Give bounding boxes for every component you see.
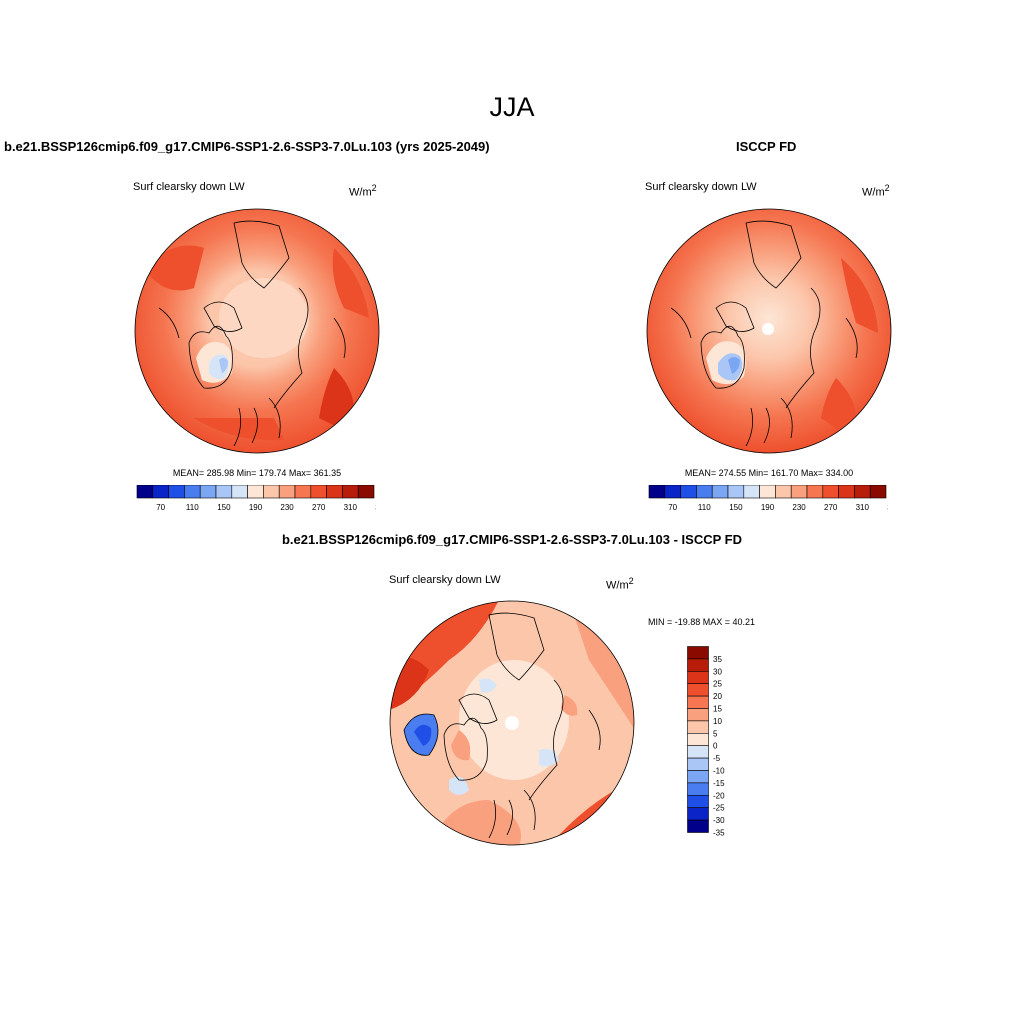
panel1-colorbar-box: [184, 485, 201, 499]
panel3-colorbar-box: [687, 720, 709, 734]
panel1-stats: MEAN= 285.98 Min= 179.74 Max= 361.35: [172, 468, 342, 478]
panel3-title: b.e21.BSSP126cmip6.f09_g17.CMIP6-SSP1-2.…: [281, 532, 742, 547]
panel3-colorbar-box: [687, 733, 709, 747]
panel3-colorbar-label: 20: [713, 692, 722, 701]
panel3-colorbar-box: [687, 683, 709, 697]
panel3-colorbar-label: 25: [713, 680, 722, 689]
panel3-colorbar-label: 5: [713, 729, 718, 738]
panel1-units: W/m2: [349, 183, 377, 199]
panel3-units: W/m2: [606, 576, 634, 592]
panel2-colorbar-label: 110: [698, 503, 711, 512]
panel2-variable-label: Surf clearsky down LW: [645, 181, 757, 193]
panel3-colorbar-box: [687, 646, 709, 660]
panel3-colorbar-box: [687, 795, 709, 809]
panel1-variable-label: Surf clearsky down LW: [133, 181, 245, 193]
panel2-colorbar: 70 110 150 190 230 270 310 350: [648, 485, 888, 512]
panel3-colorbar-label: -10: [713, 767, 725, 776]
panel2-colorbar-box: [838, 485, 855, 499]
panel3-colorbar-label: 35: [713, 655, 722, 664]
panel2-stats: MEAN= 274.55 Min= 161.70 Max= 334.00: [684, 468, 854, 478]
panel2-colorbar-label: 230: [792, 503, 806, 512]
panel2-colorbar-box: [790, 485, 808, 499]
panel1-colorbar-box: [215, 485, 233, 499]
panel3-colorbar: 35 30 25 20 15 10 5 0 -5 -10 -15 -20 -25 -30 -35: [687, 646, 725, 838]
panel2-colorbar-label: 350: [887, 503, 888, 512]
panel1-colorbar-box: [342, 485, 359, 499]
panel1-colorbar-label: 190: [249, 503, 263, 512]
panel3-colorbar-label: 10: [713, 717, 722, 726]
panel3-colorbar-label: 30: [713, 667, 722, 676]
panel3-colorbar-label: -15: [713, 779, 725, 788]
panel3-polar-map: [389, 600, 635, 846]
panel2-colorbar-box: [822, 485, 839, 499]
panel2-colorbar-box: [759, 485, 776, 499]
panel2-colorbar-box: [696, 485, 713, 499]
panel3-variable-label: Surf clearsky down LW: [389, 574, 501, 586]
panel3-colorbar-label: -5: [713, 754, 721, 763]
panel1-colorbar-box: [357, 485, 375, 499]
panel1-colorbar-label: 270: [312, 503, 326, 512]
panel3-colorbar-box: [687, 782, 709, 796]
panel1-polar-map: [134, 208, 380, 454]
panel2-colorbar-box: [869, 485, 887, 499]
panel3-colorbar-label: -20: [713, 791, 725, 800]
panel3-colorbar-box: [687, 745, 709, 759]
panel3-colorbar-box: [687, 695, 709, 709]
panel3-colorbar-box: [687, 807, 709, 821]
panel1-colorbar-box: [168, 485, 185, 499]
panel1-title: b.e21.BSSP126cmip6.f09_g17.CMIP6-SSP1-2.…: [4, 139, 490, 154]
panel1-colorbar-box: [199, 485, 217, 499]
panel3-colorbar-label: 0: [713, 742, 718, 751]
panel1-colorbar-box: [247, 485, 264, 499]
panel2-colorbar-box: [648, 485, 666, 499]
panel3-colorbar-box: [687, 757, 709, 771]
panel3-colorbar-box: [687, 708, 709, 722]
panel1-colorbar-label: 70: [156, 503, 165, 512]
panel1-colorbar-label: 230: [280, 503, 294, 512]
panel1-colorbar-label: 350: [375, 503, 376, 512]
panel1-colorbar-box: [278, 485, 296, 499]
panel1-colorbar-box: [294, 485, 312, 499]
panel2-colorbar-label: 70: [668, 503, 677, 512]
panel3-colorbar-label: 15: [713, 705, 722, 714]
panel1-colorbar-box: [326, 485, 343, 499]
panel2-colorbar-label: 270: [824, 503, 838, 512]
panel1-colorbar-box: [231, 485, 248, 499]
panel1-colorbar-label: 310: [344, 503, 358, 512]
panel2-colorbar-box: [711, 485, 729, 499]
panel2-colorbar-box: [775, 485, 792, 499]
panel2-polar-map: [646, 208, 892, 454]
panel2-colorbar-box: [664, 485, 681, 499]
panel3-colorbar-box: [687, 670, 709, 684]
panel3-colorbar-box: [687, 658, 709, 672]
panel3-colorbar-label: -25: [713, 804, 725, 813]
panel3-colorbar-label: -30: [713, 816, 725, 825]
panel2-colorbar-label: 190: [761, 503, 775, 512]
panel2-colorbar-box: [806, 485, 824, 499]
panel1-colorbar-label: 150: [217, 503, 231, 512]
panel2-colorbar-box: [727, 485, 745, 499]
panel1-colorbar-box: [263, 485, 280, 499]
panel1-colorbar-box: [152, 485, 169, 499]
panel3-stats: MIN = -19.88 MAX = 40.21: [648, 617, 756, 627]
panel3-colorbar-label: -35: [713, 829, 725, 838]
panel2-units: W/m2: [862, 183, 890, 199]
panel2-colorbar-box: [854, 485, 871, 499]
page-title: JJA: [489, 92, 535, 122]
panel3-colorbar-box: [687, 770, 709, 784]
panel1-colorbar-label: 110: [186, 503, 199, 512]
panel2-colorbar-label: 150: [729, 503, 743, 512]
panel3-colorbar-box: [687, 819, 709, 833]
panel2-colorbar-box: [743, 485, 760, 499]
panel2-title: ISCCP FD: [736, 139, 797, 154]
panel1-colorbar-box: [136, 485, 154, 499]
panel2-colorbar-label: 310: [856, 503, 870, 512]
panel1-colorbar-box: [310, 485, 327, 499]
panel2-colorbar-box: [680, 485, 697, 499]
panel1-colorbar: 70 110 150 190 230 270 310 350: [136, 485, 376, 512]
